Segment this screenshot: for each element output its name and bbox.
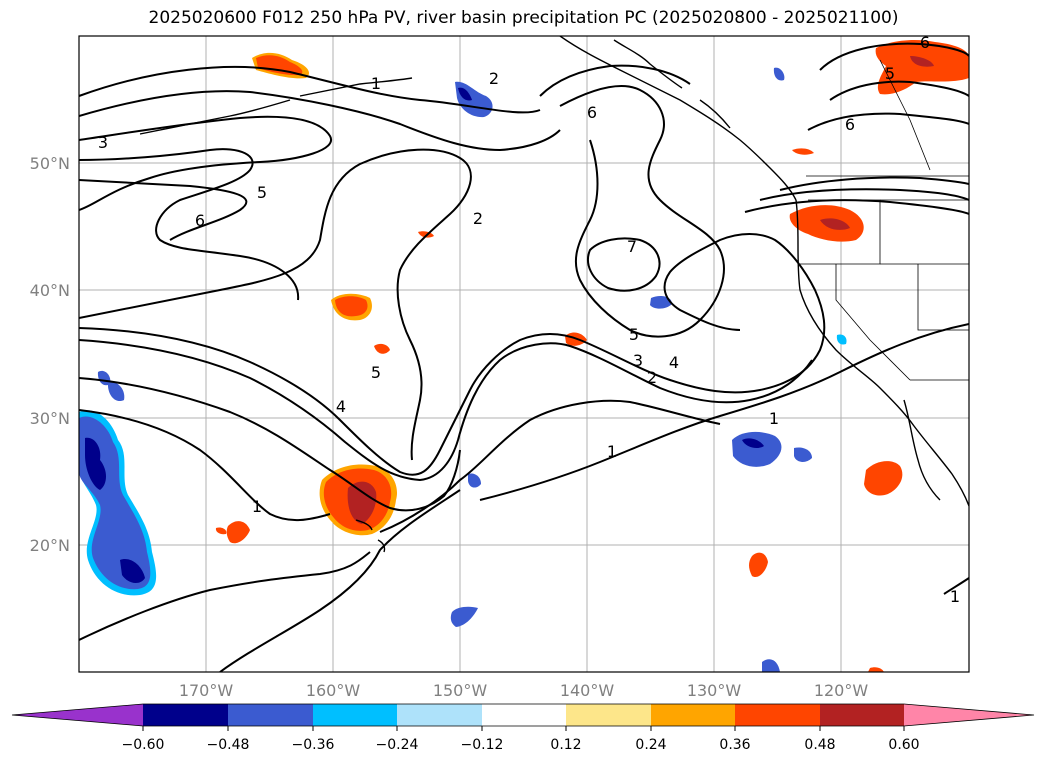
longitude-labels: 170°W 160°W 150°W 140°W 130°W 120°W [179,681,869,700]
lat-label-40n: 40°N [30,281,70,300]
colorbar-tick-label: 0.24 [635,737,666,753]
contour-label: 2 [473,209,483,228]
contour-label: 5 [257,183,267,202]
map-title: 2025020600 F012 250 hPa PV, river basin … [148,8,899,28]
negative-anomaly-fills [79,67,847,672]
coastlines [139,36,969,553]
colorbar-tick-label: 0.36 [719,737,750,753]
colorbar-extend-high [904,704,1034,726]
contour-label: 3 [98,133,108,152]
state-borders [800,59,969,381]
contour-label: 6 [845,115,855,134]
contour-label: 1 [252,497,262,516]
contour-label: 4 [336,397,346,416]
map-content [79,36,969,672]
colorbar-segment [820,704,904,726]
lon-label-140w: 140°W [560,681,615,700]
colorbar-tick-label: −0.36 [292,737,335,753]
contour-label: 1 [607,442,617,461]
colorbar-segment [735,704,820,726]
colorbar-segment [482,704,566,726]
pv-contours [79,42,969,672]
lon-label-120w: 120°W [814,681,869,700]
contour-label: 6 [920,33,930,52]
colorbar-tick-label: 0.12 [550,737,581,753]
lon-label-170w: 170°W [179,681,234,700]
colorbar-tick-label: −0.48 [207,737,250,753]
contour-label: 2 [489,69,499,88]
colorbar-extend-low [12,704,143,726]
colorbar-segment [313,704,397,726]
contour-label: 1 [769,409,779,428]
lon-label-150w: 150°W [433,681,488,700]
colorbar-tick-label: −0.12 [461,737,504,753]
map-background [79,36,969,672]
contour-label: 6 [587,103,597,122]
contour-label: 3 [633,351,643,370]
lat-label-50n: 50°N [30,154,70,173]
colorbar: −0.60 −0.48 −0.36 −0.24 −0.12 0.12 0.24 … [11,703,1035,753]
contour-label: 5 [629,325,639,344]
colorbar-segment [651,704,735,726]
colorbar-segment [566,704,651,726]
contour-labels: 1 2 6 6 5 6 3 5 6 2 7 5 3 4 2 5 4 1 1 1 … [98,33,960,606]
contour-label: 6 [195,211,205,230]
colorbar-tick-label: −0.24 [376,737,419,753]
anomaly-blob-mexico [864,461,903,496]
contour-label: 4 [669,353,679,372]
lon-label-160w: 160°W [306,681,361,700]
colorbar-tick-label: −0.60 [122,737,165,753]
contour-label: 5 [371,363,381,382]
colorbar-segment [397,704,482,726]
lat-label-20n: 20°N [30,536,70,555]
colorbar-segment [143,704,228,726]
contour-label: 1 [950,587,960,606]
contour-label: 7 [627,237,637,256]
colorbar-segment [228,704,313,726]
map-frame [78,35,970,673]
contour-label: 5 [885,64,895,83]
colorbar-tick-label: 0.60 [888,737,919,753]
latitude-labels: 50°N 40°N 30°N 20°N [30,154,70,555]
lon-label-130w: 130°W [687,681,742,700]
contour-label: 1 [371,74,381,93]
colorbar-tick-label: 0.48 [804,737,835,753]
contour-label: 2 [647,368,657,387]
lat-label-30n: 30°N [30,409,70,428]
